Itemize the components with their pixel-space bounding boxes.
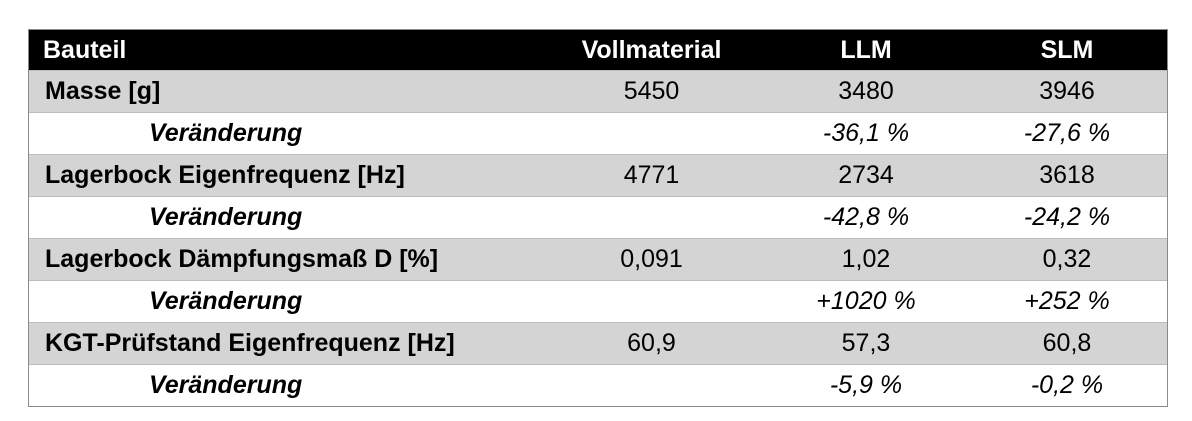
table-row-veraenderung-kgt: Veränderung -5,9 % -0,2 % [29, 364, 1167, 406]
header-vollmaterial: Vollmaterial [581, 35, 722, 64]
cell-slm: +252 % [967, 280, 1167, 323]
table-row-veraenderung-daempfung: Veränderung +1020 % +252 % [29, 280, 1167, 323]
table-row-lagerbock-eigenfrequenz: Lagerbock Eigenfrequenz [Hz] 4771 2734 3… [29, 154, 1167, 197]
cell-slm: 60,8 [967, 322, 1167, 365]
row-label: Lagerbock Eigenfrequenz [Hz] [29, 154, 538, 197]
table-row-kgt-pruefstand: KGT-Prüfstand Eigenfrequenz [Hz] 60,9 57… [29, 322, 1167, 365]
row-label: Lagerbock Dämpfungsmaß D [%] [29, 238, 538, 281]
cell-llm: -36,1 % [765, 112, 967, 155]
table-row-veraenderung-eigenfrequenz: Veränderung -42,8 % -24,2 % [29, 196, 1167, 239]
results-table-container: Bauteil Vollmaterial LLM SLM Masse [g] 5… [28, 29, 1168, 407]
cell-slm: -27,6 % [967, 112, 1167, 155]
cell-vollmaterial [538, 112, 765, 155]
cell-slm: 0,32 [967, 238, 1167, 281]
cell-llm: +1020 % [765, 280, 967, 323]
table-row-lagerbock-daempfungsmass: Lagerbock Dämpfungsmaß D [%] 0,091 1,02 … [29, 238, 1167, 281]
cell-slm: 3946 [967, 70, 1167, 113]
table-row-masse: Masse [g] 5450 3480 3946 [29, 70, 1167, 113]
cell-vollmaterial: 5450 [538, 70, 765, 113]
results-table: Bauteil Vollmaterial LLM SLM Masse [g] 5… [29, 30, 1167, 406]
cell-vollmaterial: 4771 [538, 154, 765, 197]
header-slm: SLM [1040, 35, 1094, 64]
cell-llm: 3480 [765, 70, 967, 113]
cell-llm: 1,02 [765, 238, 967, 281]
row-label: Masse [g] [29, 70, 538, 113]
cell-llm: -42,8 % [765, 196, 967, 239]
row-label: Veränderung [29, 196, 538, 239]
cell-vollmaterial [538, 196, 765, 239]
row-label: Veränderung [29, 364, 538, 406]
header-llm: LLM [840, 35, 892, 64]
row-label: Veränderung [29, 280, 538, 323]
table-header-row: Bauteil Vollmaterial LLM SLM [29, 30, 1167, 71]
cell-slm: -24,2 % [967, 196, 1167, 239]
cell-slm: 3618 [967, 154, 1167, 197]
table-row-veraenderung-masse: Veränderung -36,1 % -27,6 % [29, 112, 1167, 155]
cell-vollmaterial: 0,091 [538, 238, 765, 281]
cell-slm: -0,2 % [967, 364, 1167, 406]
cell-vollmaterial [538, 364, 765, 406]
header-bauteil: Bauteil [43, 35, 127, 64]
cell-vollmaterial: 60,9 [538, 322, 765, 365]
cell-llm: -5,9 % [765, 364, 967, 406]
row-label: Veränderung [29, 112, 538, 155]
row-label: KGT-Prüfstand Eigenfrequenz [Hz] [29, 322, 538, 365]
cell-vollmaterial [538, 280, 765, 323]
cell-llm: 2734 [765, 154, 967, 197]
cell-llm: 57,3 [765, 322, 967, 365]
